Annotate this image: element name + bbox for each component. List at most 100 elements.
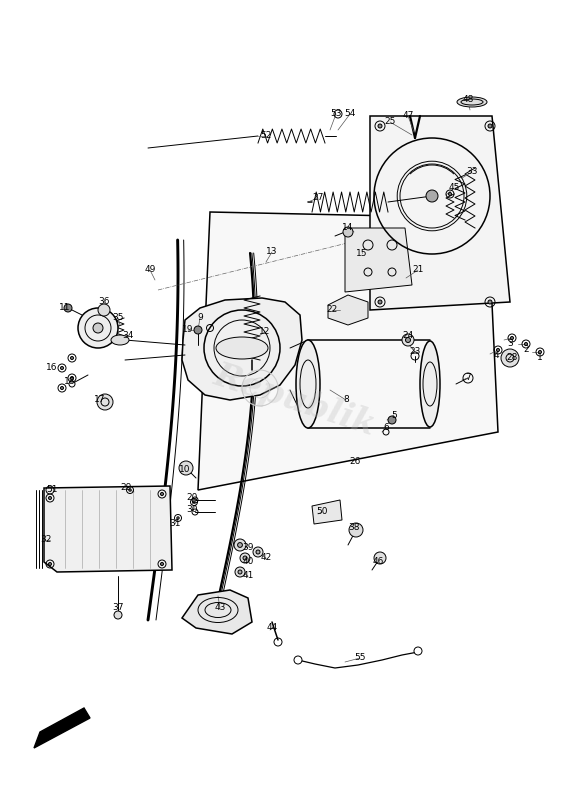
Text: 36: 36 <box>98 298 110 306</box>
Polygon shape <box>182 590 252 634</box>
Circle shape <box>426 190 438 202</box>
Text: 33: 33 <box>466 167 478 177</box>
Circle shape <box>374 552 386 564</box>
Text: 10: 10 <box>179 466 191 474</box>
Text: 4: 4 <box>493 351 499 361</box>
Text: 29: 29 <box>120 483 132 493</box>
Circle shape <box>78 308 118 348</box>
Circle shape <box>129 489 131 491</box>
Circle shape <box>71 377 73 379</box>
Text: 45: 45 <box>448 183 460 193</box>
Polygon shape <box>312 500 342 524</box>
Circle shape <box>294 656 302 664</box>
Circle shape <box>349 523 363 537</box>
Circle shape <box>160 493 163 495</box>
Text: 2: 2 <box>523 345 529 354</box>
Text: 47: 47 <box>402 111 414 121</box>
Circle shape <box>97 394 113 410</box>
Text: 46: 46 <box>372 558 384 566</box>
Ellipse shape <box>111 335 129 345</box>
Ellipse shape <box>296 340 320 428</box>
Text: 23: 23 <box>409 347 421 357</box>
Text: 5: 5 <box>391 410 397 419</box>
Circle shape <box>414 647 422 655</box>
Circle shape <box>240 553 250 563</box>
Text: 20: 20 <box>186 494 198 502</box>
Circle shape <box>238 542 242 547</box>
Text: 44: 44 <box>266 623 277 633</box>
Text: 16: 16 <box>46 363 58 373</box>
Circle shape <box>524 342 528 346</box>
Circle shape <box>343 227 353 237</box>
Ellipse shape <box>216 337 268 359</box>
Polygon shape <box>34 708 90 748</box>
Circle shape <box>160 562 163 566</box>
Text: 8: 8 <box>343 395 349 405</box>
Text: 1: 1 <box>537 354 543 362</box>
Text: 12: 12 <box>259 327 271 337</box>
Circle shape <box>234 539 246 551</box>
Polygon shape <box>44 486 172 572</box>
Polygon shape <box>328 295 368 325</box>
Polygon shape <box>345 228 412 292</box>
Circle shape <box>511 337 514 339</box>
Text: 52: 52 <box>260 131 272 141</box>
Text: 7: 7 <box>465 374 471 382</box>
Circle shape <box>501 349 519 367</box>
Text: 55: 55 <box>354 654 366 662</box>
Text: 35: 35 <box>112 314 124 322</box>
Text: 49: 49 <box>144 266 156 274</box>
Circle shape <box>177 517 179 519</box>
Text: 40: 40 <box>242 558 254 566</box>
Circle shape <box>243 556 247 560</box>
Text: 28: 28 <box>506 354 518 362</box>
Text: 18: 18 <box>64 378 76 386</box>
Circle shape <box>60 386 63 390</box>
Text: 30: 30 <box>186 506 198 514</box>
Text: 6: 6 <box>383 423 389 433</box>
Circle shape <box>488 300 492 304</box>
Text: 54: 54 <box>344 110 356 118</box>
Text: 13: 13 <box>266 247 278 257</box>
Circle shape <box>388 416 396 424</box>
Circle shape <box>449 193 451 195</box>
Circle shape <box>49 497 51 499</box>
Circle shape <box>406 338 411 342</box>
Text: 26: 26 <box>349 458 360 466</box>
Polygon shape <box>182 298 302 400</box>
Text: 21: 21 <box>412 266 424 274</box>
Circle shape <box>378 300 382 304</box>
Text: 11: 11 <box>59 303 71 313</box>
Circle shape <box>238 570 242 574</box>
Circle shape <box>402 334 414 346</box>
Text: 34: 34 <box>122 330 134 339</box>
Text: 43: 43 <box>214 603 225 613</box>
Text: 27: 27 <box>312 194 324 202</box>
Polygon shape <box>370 116 510 310</box>
Circle shape <box>253 547 263 557</box>
Circle shape <box>64 304 72 312</box>
Circle shape <box>49 562 51 566</box>
Ellipse shape <box>457 97 487 107</box>
Text: 38: 38 <box>348 523 360 533</box>
Text: 25: 25 <box>384 118 396 126</box>
Text: 48: 48 <box>462 95 473 105</box>
Circle shape <box>538 350 541 354</box>
Circle shape <box>93 323 103 333</box>
Circle shape <box>71 357 73 359</box>
Circle shape <box>179 461 193 475</box>
Text: 37: 37 <box>112 603 124 613</box>
Circle shape <box>378 124 382 128</box>
Text: 14: 14 <box>342 223 354 233</box>
Text: 51: 51 <box>46 486 58 494</box>
Circle shape <box>194 326 202 334</box>
Circle shape <box>60 366 63 370</box>
Text: 9: 9 <box>197 314 203 322</box>
Text: Republik: Republik <box>210 358 380 442</box>
Ellipse shape <box>420 341 440 427</box>
Circle shape <box>497 349 499 351</box>
Circle shape <box>98 304 110 316</box>
Text: 42: 42 <box>260 554 272 562</box>
Circle shape <box>235 567 245 577</box>
Text: 17: 17 <box>94 395 106 405</box>
